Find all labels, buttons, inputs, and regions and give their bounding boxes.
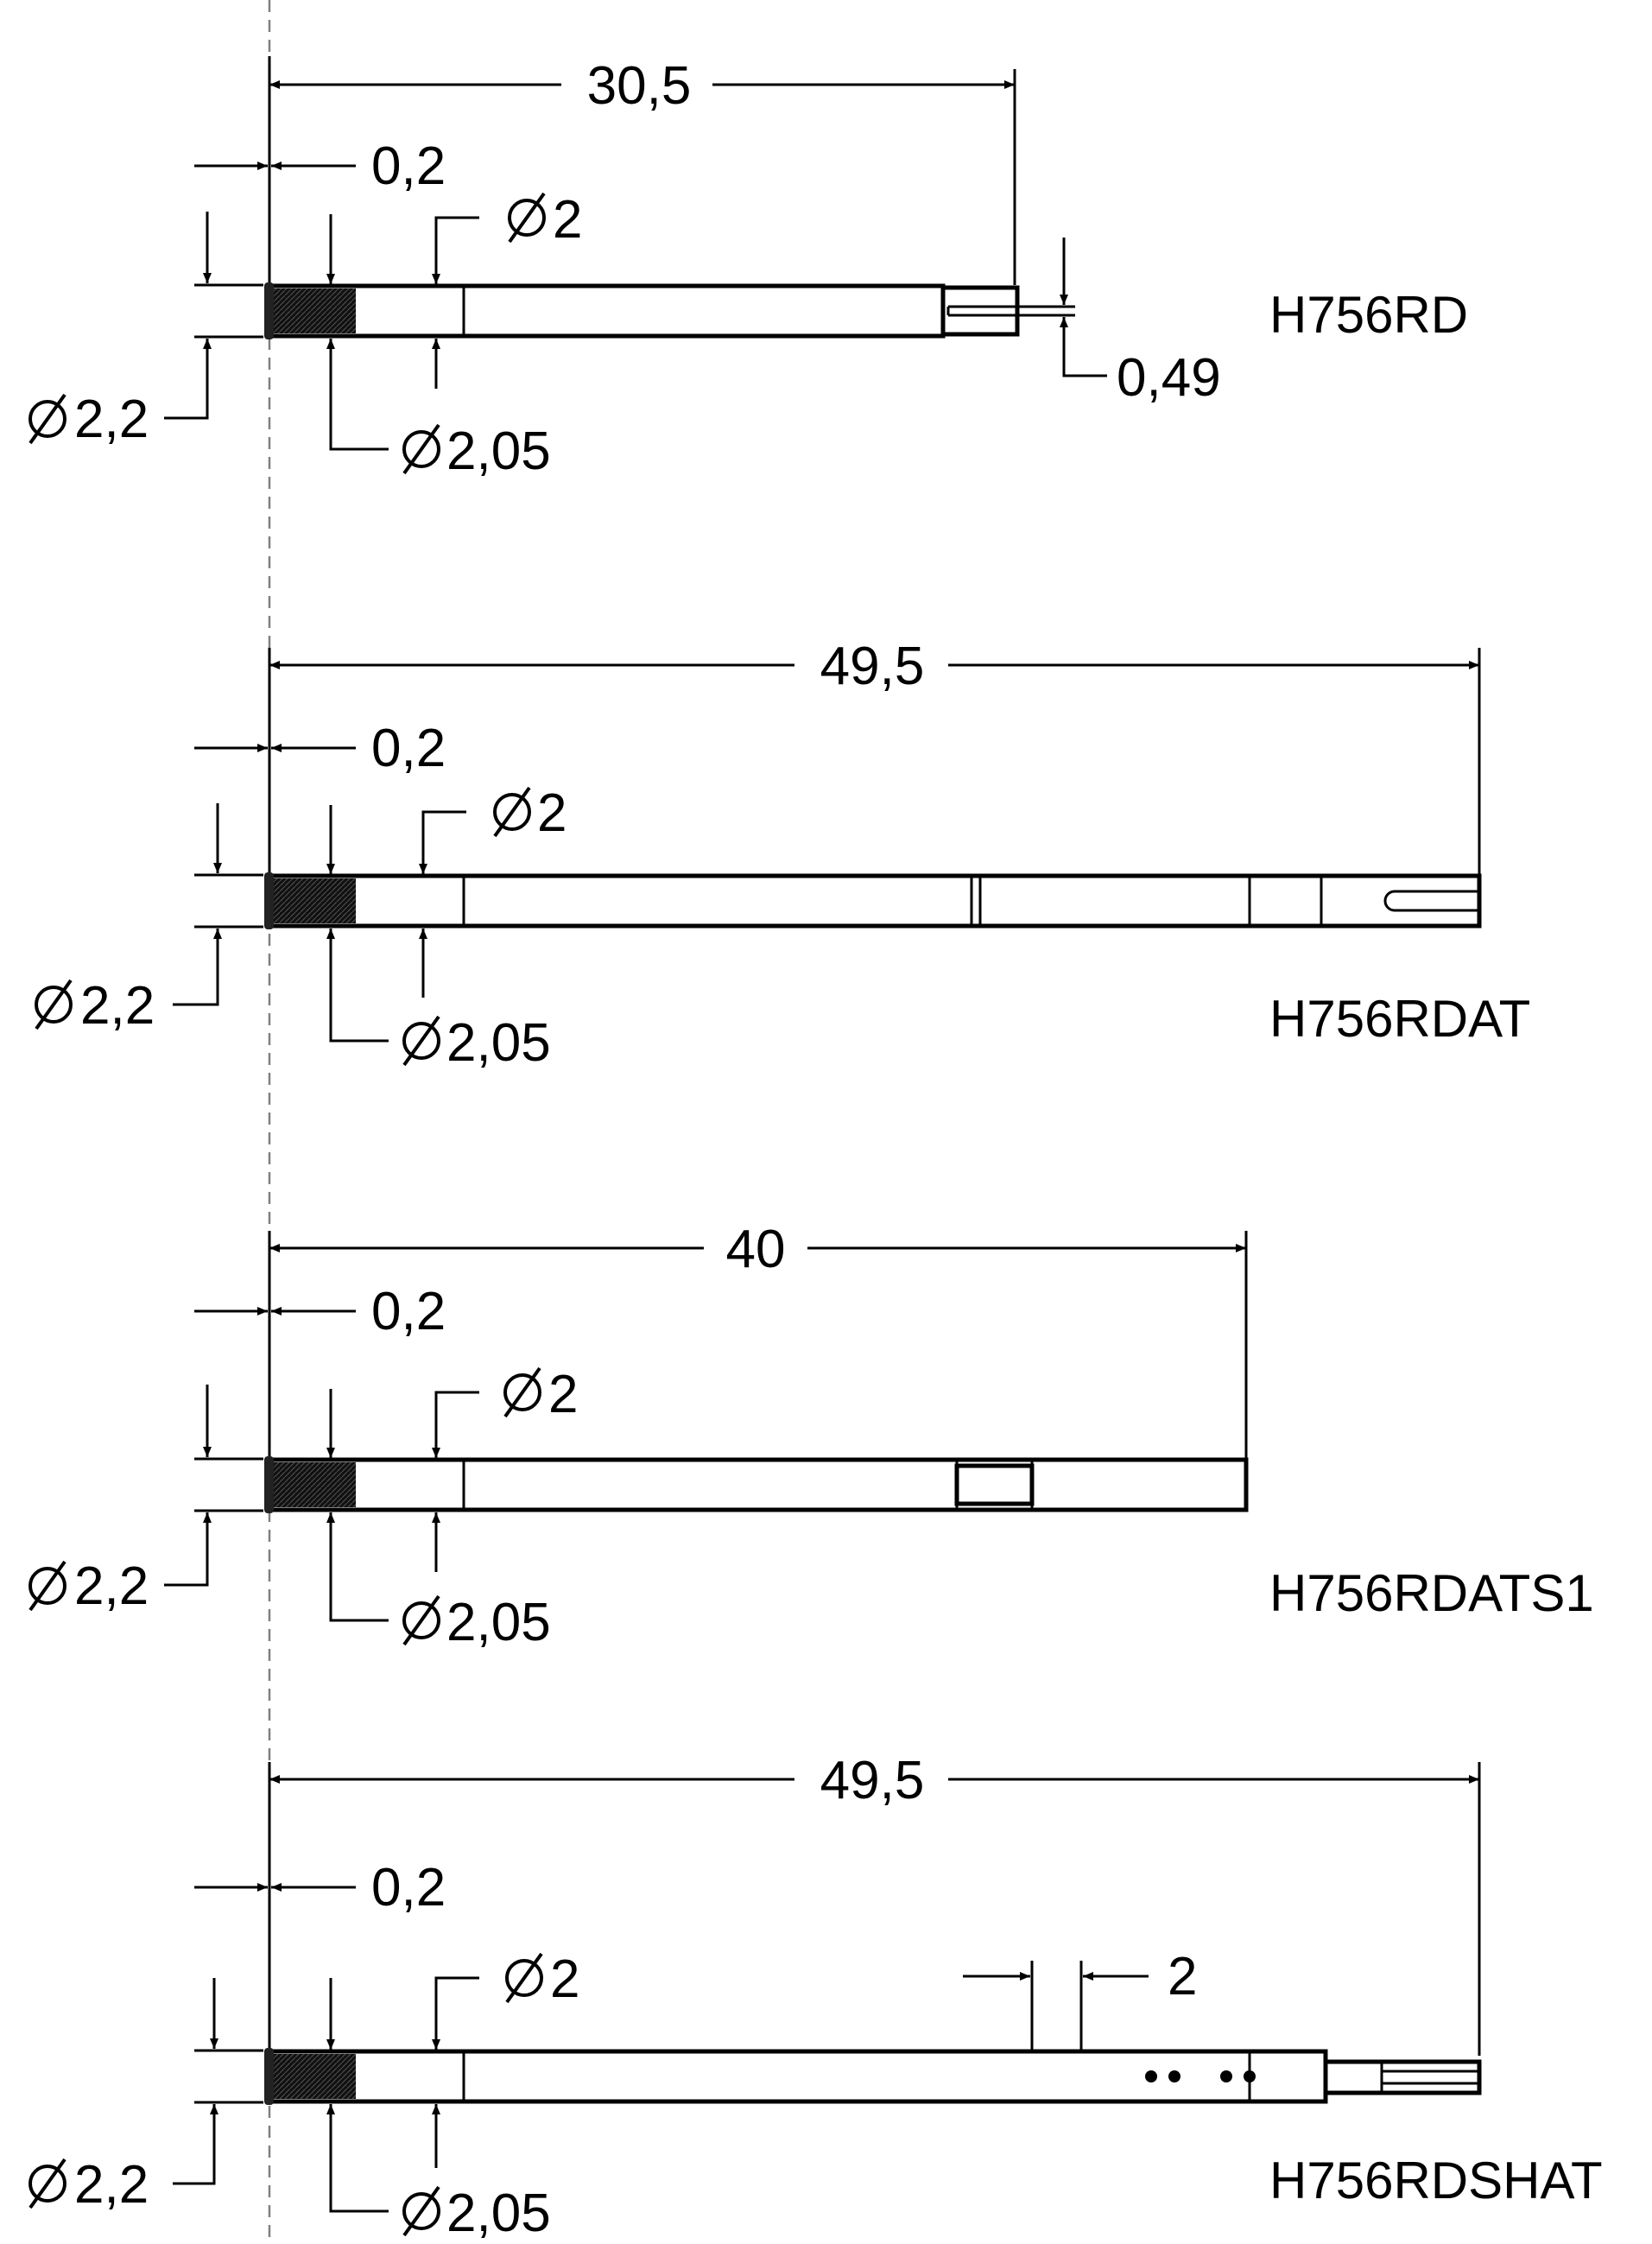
diameter-head-label: 2,2 xyxy=(80,976,155,1036)
knurl-band xyxy=(274,1462,356,1507)
leader-line xyxy=(164,1512,212,1587)
diameter-head-label: 2,2 xyxy=(74,390,149,449)
diameter-head-label: 2,2 xyxy=(74,2155,149,2215)
leader-line xyxy=(326,339,389,451)
slotted-tip xyxy=(940,285,1020,337)
diameter-icon xyxy=(493,786,531,838)
diameter-icon xyxy=(503,1366,541,1418)
overall-length-label: 49,5 xyxy=(820,1751,925,1810)
head-offset-label: 0,2 xyxy=(371,1282,446,1341)
part-number-label: H756RDAT xyxy=(1269,990,1530,1048)
head-offset-label: 0,2 xyxy=(371,1858,446,1918)
diameter-knurl-label: 2,05 xyxy=(446,2184,551,2243)
diameter-icon xyxy=(28,393,66,445)
overall-length-label: 30,5 xyxy=(587,56,692,116)
diameter-shank-label: 2 xyxy=(537,783,566,843)
diameter-icon xyxy=(402,2185,440,2237)
head xyxy=(264,872,274,929)
leader-line xyxy=(432,1391,479,1458)
shank xyxy=(265,1457,1249,1512)
diameter-icon xyxy=(505,1952,543,2004)
hole-markers xyxy=(1145,2070,1256,2082)
diameter-icon xyxy=(402,1594,440,1646)
neck xyxy=(954,1463,1035,1506)
shank xyxy=(265,2049,1328,2104)
diameter-icon xyxy=(508,192,546,244)
leader-line xyxy=(419,810,466,874)
diameter-shank-label: 2 xyxy=(548,1365,578,1424)
view-h756rdshat: 49,5 0,2 2 2,2 xyxy=(28,1751,1603,2243)
part-number-label: H756RDSHAT xyxy=(1269,2152,1603,2209)
leader-line xyxy=(432,216,479,284)
slot-width-label: 0,49 xyxy=(1117,348,1221,408)
diameter-icon xyxy=(28,2158,66,2209)
diameter-shank-label: 2 xyxy=(550,1949,579,2009)
diameter-icon xyxy=(35,979,73,1030)
shank xyxy=(265,873,1482,929)
diameter-knurl-label: 2,05 xyxy=(446,1593,551,1652)
leader-line xyxy=(326,929,389,1043)
diameter-head-label: 2,2 xyxy=(74,1556,149,1616)
view-h756rd: 30,5 0,2 2,2 2,05 xyxy=(28,56,1468,481)
leader-line xyxy=(164,339,212,420)
view-h756rdats1: 40 0,2 2,2 2,05 2 H756RDATS1 xyxy=(28,1220,1594,1652)
leader-line xyxy=(1060,317,1107,377)
diameter-knurl-label: 2,05 xyxy=(446,422,551,481)
leader-line xyxy=(326,2104,389,2213)
head-offset-label: 0,2 xyxy=(371,719,446,778)
diameter-shank-label: 2 xyxy=(553,190,582,250)
leader-line xyxy=(173,2104,218,2185)
leader-line xyxy=(173,929,222,1006)
tip xyxy=(1323,2059,1482,2095)
head-offset-label: 0,2 xyxy=(371,136,446,196)
diameter-icon xyxy=(402,1015,440,1067)
leader-line xyxy=(432,1976,479,2050)
knurl-band xyxy=(274,2054,356,2099)
part-number-label: H756RD xyxy=(1269,286,1468,344)
knurl-band xyxy=(274,878,356,923)
head xyxy=(264,1456,274,1513)
leader-line xyxy=(326,1512,389,1622)
diameter-icon xyxy=(28,1560,66,1612)
slot xyxy=(1383,890,1479,912)
feature-width-label: 2 xyxy=(1168,1947,1197,2006)
part-number-label: H756RDATS1 xyxy=(1269,1564,1594,1622)
view-h756rdat: 49,5 0,2 2,2 2,05 2 H756RDAT xyxy=(35,637,1530,1073)
diameter-knurl-label: 2,05 xyxy=(446,1013,551,1073)
overall-length-label: 49,5 xyxy=(820,637,925,696)
head xyxy=(264,282,274,339)
shank xyxy=(265,283,946,339)
head xyxy=(264,2048,274,2105)
knurl-band xyxy=(274,288,356,333)
overall-length-label: 40 xyxy=(726,1220,786,1279)
diameter-icon xyxy=(402,423,440,475)
